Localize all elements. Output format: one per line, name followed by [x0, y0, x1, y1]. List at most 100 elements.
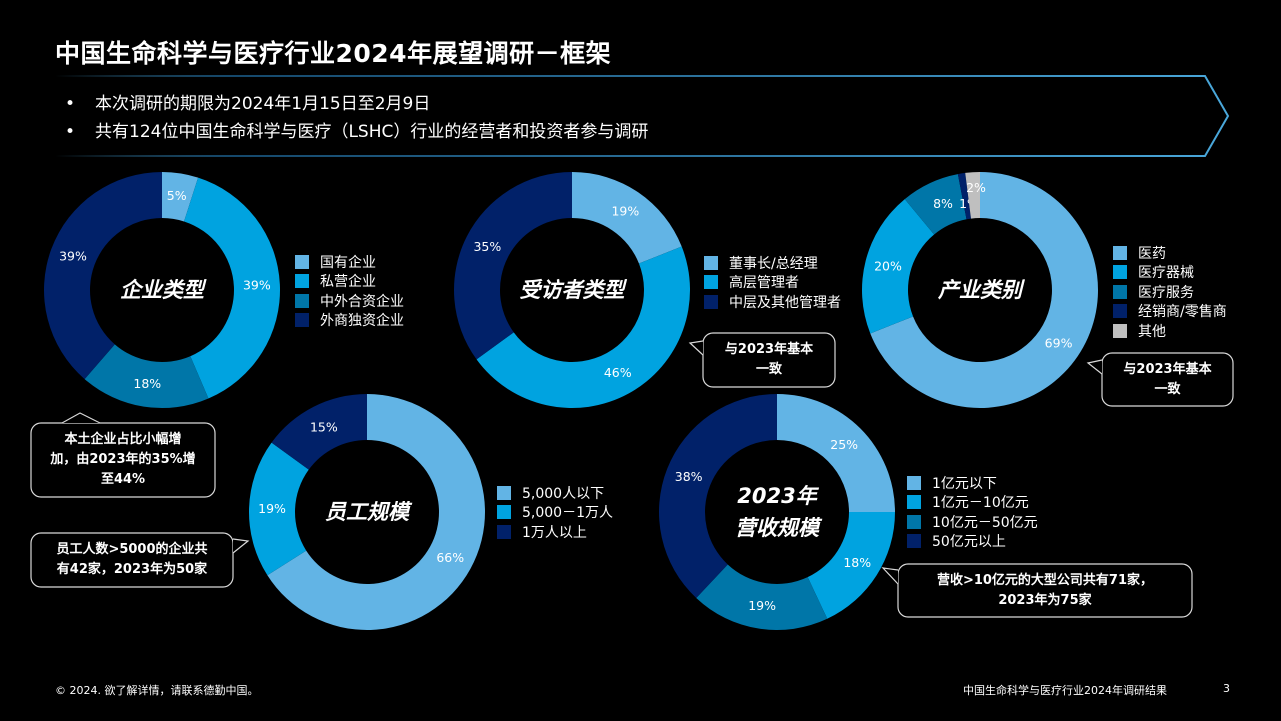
- legend-item: 私营企业: [295, 272, 404, 292]
- donut-slice-1万人以上: [271, 394, 367, 470]
- legend-swatch: [907, 534, 921, 549]
- data-label: 19%: [611, 203, 639, 218]
- legend-swatch: [907, 475, 921, 490]
- donut-slice-外商独资企业: [44, 172, 162, 380]
- data-label: 2%: [966, 180, 986, 195]
- legend-label: 1万人以上: [522, 524, 587, 541]
- legend-item: 医药: [1113, 243, 1227, 263]
- donut-center-title: 受访者类型: [519, 278, 625, 302]
- callout-box: [30, 532, 234, 588]
- legend-item: 1亿元－10亿元: [907, 493, 1038, 513]
- legend-label: 10亿元－50亿元: [932, 514, 1038, 531]
- data-label: 35%: [473, 239, 501, 254]
- legend-item: 1万人以上: [497, 522, 613, 542]
- legend-label: 5,000人以下: [522, 485, 605, 502]
- donut-slice-1亿元以下: [777, 394, 895, 512]
- donut-center-title: 2023年营收规模: [735, 484, 819, 540]
- legend-swatch: [704, 255, 718, 270]
- data-label: 18%: [133, 376, 161, 391]
- callout-text: 本土企业占比小幅增 加，由2023年的35%增 至44%: [31, 423, 215, 497]
- legend-swatch: [295, 274, 309, 289]
- page-title: 中国生命科学与医疗行业2024年展望调研－框架: [55, 39, 612, 68]
- data-label: 39%: [243, 278, 271, 293]
- legend-label: 医药: [1138, 245, 1166, 262]
- legend-label: 其他: [1138, 323, 1166, 340]
- callout-line: 一致: [755, 362, 782, 377]
- callout-line: 2023年为75家: [998, 592, 1092, 608]
- legend-swatch: [295, 293, 309, 308]
- footer-copyright: © 2024. 欲了解详情，请联系德勤中国。: [55, 684, 259, 697]
- callout-line: 加，由2023年的35%增: [50, 452, 196, 467]
- donut-slice-10亿元－50亿元: [696, 564, 828, 630]
- legend-label: 经销商/零售商: [1138, 304, 1227, 321]
- data-label: 66%: [436, 550, 464, 565]
- data-label: 15%: [310, 419, 338, 434]
- legend-item: 10亿元－50亿元: [907, 512, 1038, 532]
- donut-slice-5,000人以下: [267, 394, 485, 630]
- data-label: 18%: [843, 555, 871, 570]
- legend-item: 医疗器械: [1113, 263, 1227, 283]
- callout-line: 与2023年基本: [724, 342, 814, 357]
- callout-pointer: [881, 567, 899, 585]
- bullet-item: • 本次调研的期限为2024年1月15日至2月9日: [65, 94, 431, 114]
- legend: 医药医疗器械 医疗服务经销商/零售商 其他: [1113, 243, 1227, 341]
- callout-pointer: [61, 412, 101, 424]
- callout-text: 与2023年基本 一致: [703, 333, 835, 387]
- legend-item: 医疗服务: [1113, 282, 1227, 302]
- donut-slice-经销商/零售商: [957, 172, 971, 220]
- callout-line: 至44%: [100, 472, 146, 487]
- legend-swatch: [1113, 304, 1127, 319]
- legend-label: 董事长/总经理: [729, 255, 818, 272]
- intro-bullets: • 本次调研的期限为2024年1月15日至2月9日 • 共有124位中国生命科学与医…: [65, 90, 648, 146]
- donut-center-title: 员工规模: [325, 500, 409, 524]
- legend-item: 中外合资企业: [295, 291, 404, 311]
- legend: 董事长/总经理 高层管理者 中层及其他管理者: [704, 253, 841, 312]
- legend-swatch: [295, 254, 309, 269]
- legend-item: 其他: [1113, 321, 1227, 341]
- data-label: 19%: [748, 598, 776, 613]
- legend-swatch: [704, 294, 718, 309]
- callout-line: 本土企业占比小幅增: [64, 432, 182, 447]
- legend-swatch: [1113, 265, 1127, 280]
- callout-line: 营收>10亿元的大型公司共有71家，: [936, 572, 1154, 588]
- legend-label: 1亿元以下: [932, 475, 997, 492]
- donut-slice-医疗服务: [904, 174, 967, 235]
- donut-slice-国有企业: [162, 172, 199, 222]
- legend-item: 外商独资企业: [295, 311, 404, 331]
- legend-label: 高层管理者: [729, 275, 799, 292]
- donut-slice-医药: [870, 172, 1099, 408]
- data-label: 20%: [874, 258, 902, 273]
- data-label: 38%: [675, 469, 703, 484]
- legend-item: 5,000－1万人: [497, 503, 613, 523]
- callout-box: [702, 332, 836, 388]
- donut-center-title: 产业类别: [938, 278, 1022, 302]
- data-label: 8%: [933, 196, 953, 211]
- data-label: 19%: [258, 501, 286, 516]
- legend-item: 50亿元以上: [907, 532, 1038, 552]
- legend-swatch: [295, 313, 309, 328]
- donut-slice-中层及其他管理者: [454, 172, 572, 360]
- legend-label: 5,000－1万人: [522, 505, 613, 522]
- legend-swatch: [497, 524, 511, 539]
- legend-item: 国有企业: [295, 252, 404, 272]
- legend-swatch: [497, 505, 511, 520]
- legend-item: 1亿元以下: [907, 473, 1038, 493]
- donut-slice-1亿元－10亿元: [807, 512, 895, 619]
- legend-swatch: [704, 275, 718, 290]
- donut-slice-高层管理者: [476, 246, 690, 409]
- legend-label: 医疗器械: [1138, 265, 1194, 282]
- legend-item: 5,000人以下: [497, 483, 613, 503]
- banner-arrow: [54, 75, 1230, 157]
- callout-pointer: [1086, 359, 1103, 375]
- legend-label: 中外合资企业: [320, 293, 404, 310]
- legend-swatch: [907, 495, 921, 510]
- legend-label: 50亿元以上: [932, 534, 1006, 551]
- callout-box: [30, 422, 216, 498]
- bullet-text: 本次调研的期限为2024年1月15日至2月9日: [95, 94, 431, 114]
- donut-slice-5,000－1万人: [248, 442, 309, 576]
- donut-slice-中外合资企业: [84, 344, 209, 408]
- donut-center-title: 企业类型: [120, 278, 204, 302]
- legend-label: 外商独资企业: [320, 313, 404, 330]
- callout-line: 与2023年基本: [1123, 361, 1212, 377]
- data-label: 46%: [604, 365, 632, 380]
